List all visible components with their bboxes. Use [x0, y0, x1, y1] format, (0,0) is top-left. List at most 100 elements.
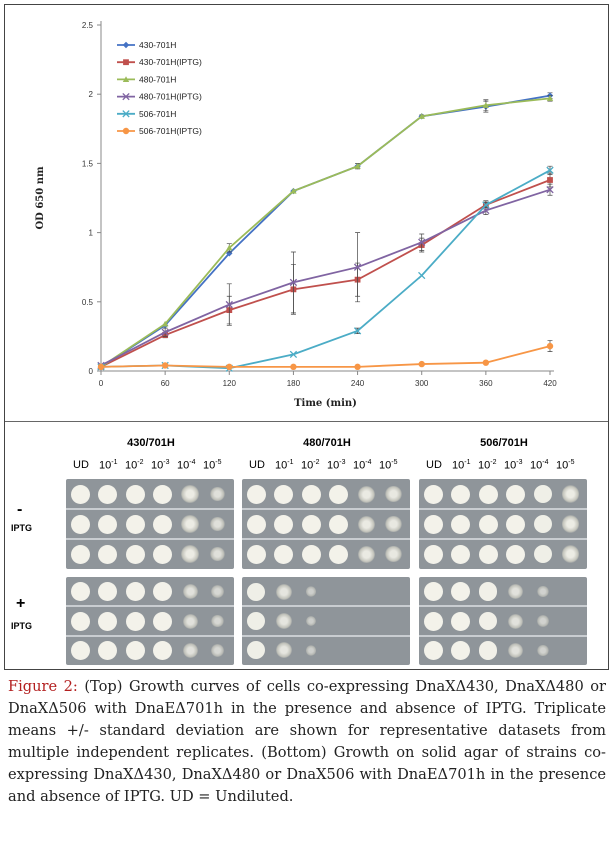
colony-spot [451, 484, 470, 504]
dilution-label: 10-4 [353, 459, 372, 472]
dilution-label: 10-2 [478, 459, 497, 472]
dilution-label: 10-1 [99, 459, 118, 472]
agar-plate [242, 577, 410, 665]
data-point [97, 363, 105, 371]
colony-spot [561, 485, 580, 503]
colony-spot [561, 515, 580, 533]
data-point [482, 359, 490, 366]
colony-spot [98, 611, 117, 631]
legend-label: 506-701H [139, 109, 176, 119]
x-tick-label: 120 [223, 379, 237, 388]
minus-iptg-sign: - [17, 501, 23, 518]
data-point [226, 244, 233, 251]
colony-spot [451, 544, 470, 564]
data-point [289, 350, 298, 359]
colony-spot [451, 640, 470, 660]
x-tick-label: 60 [161, 379, 170, 388]
growth-curve-chart: 0 0.5 1 1.5 2 2.5 0 60 120 180 240 300 360 420 Time (m… [35, 21, 557, 409]
colony-spot [211, 644, 224, 657]
colony-spot [247, 612, 265, 630]
colony-spot [537, 644, 549, 657]
colony-spot [70, 484, 90, 504]
colony-spot [125, 484, 145, 504]
colony-spot [153, 514, 172, 534]
colony-spot [478, 484, 498, 504]
colony-spot [125, 611, 145, 631]
y-tick-label: 1 [89, 229, 94, 238]
colony-spot [534, 515, 552, 533]
colony-spot [153, 640, 172, 660]
colony-spot [478, 641, 498, 660]
colony-spot [305, 615, 317, 627]
colony-spot [70, 640, 90, 660]
plate-streak-divider [242, 538, 410, 540]
dilution-label: 10-2 [125, 459, 144, 472]
dilution-label: 10-3 [504, 459, 523, 472]
dilution-label: 10-5 [379, 459, 398, 472]
legend-marker [122, 92, 130, 101]
colony-spot [385, 515, 402, 533]
colony-spot [98, 544, 117, 564]
legend-marker [122, 76, 130, 82]
colony-spot [153, 582, 172, 602]
x-tick-label: 0 [99, 379, 104, 388]
colony-spot [506, 514, 525, 534]
colony-spot [181, 545, 199, 563]
panel-divider [5, 421, 608, 422]
legend-marker [122, 127, 130, 135]
data-point [225, 300, 233, 309]
colony-spot [537, 615, 549, 627]
plate-streak-divider [419, 508, 587, 510]
y-tick-label: 0 [89, 367, 94, 376]
colony-spot [182, 584, 198, 600]
x-tick-label: 240 [351, 379, 365, 388]
plus-iptg-label: IPTG [11, 621, 33, 631]
dilution-label: 10-3 [327, 459, 346, 472]
colony-spot [125, 544, 145, 564]
legend-label: 480-701H(IPTG) [139, 92, 202, 102]
agar-plate [419, 479, 587, 569]
series-line [100, 345, 551, 368]
colony-spot [98, 640, 117, 660]
data-point [546, 342, 554, 350]
colony-spot [357, 515, 375, 533]
colony-spot [246, 544, 266, 564]
colony-spot [478, 611, 498, 631]
colony-spot [478, 544, 498, 564]
x-tick-label: 180 [287, 379, 301, 388]
x-axis-label: Time (min) [294, 398, 357, 409]
data-point [354, 363, 361, 371]
colony-spot [70, 611, 90, 631]
dilution-label: UD [249, 459, 265, 471]
dilution-label: 10-4 [530, 459, 549, 472]
colony-spot [534, 485, 552, 503]
data-point [353, 327, 362, 335]
colony-spot [357, 485, 375, 503]
caption-text: (Top) Growth curves of cells co-expressi… [8, 678, 606, 805]
colony-spot [125, 514, 145, 534]
strain-title: 430/701H [127, 437, 175, 449]
colony-spot [357, 545, 375, 563]
colony-spot [182, 613, 198, 629]
data-point [161, 328, 169, 336]
data-point [547, 177, 553, 183]
colony-spot [153, 484, 172, 504]
data-point [546, 166, 554, 174]
data-point [161, 320, 169, 327]
colony-spot [246, 514, 266, 534]
colony-spot [385, 545, 402, 563]
agar-plate [66, 479, 234, 569]
y-tick-label: 2.5 [82, 21, 94, 30]
colony-spot [301, 484, 321, 504]
y-tick-label: 2 [89, 90, 94, 99]
series-line [100, 188, 551, 367]
data-point [418, 360, 425, 368]
dilution-label: 10-4 [177, 459, 196, 472]
strain-title: 506/701H [480, 437, 528, 449]
colony-spot [508, 613, 523, 629]
colony-spot [98, 514, 117, 534]
colony-spot [451, 611, 470, 631]
data-point [290, 187, 297, 194]
dilution-label: UD [73, 459, 89, 471]
dilution-label: 10-1 [275, 459, 294, 472]
